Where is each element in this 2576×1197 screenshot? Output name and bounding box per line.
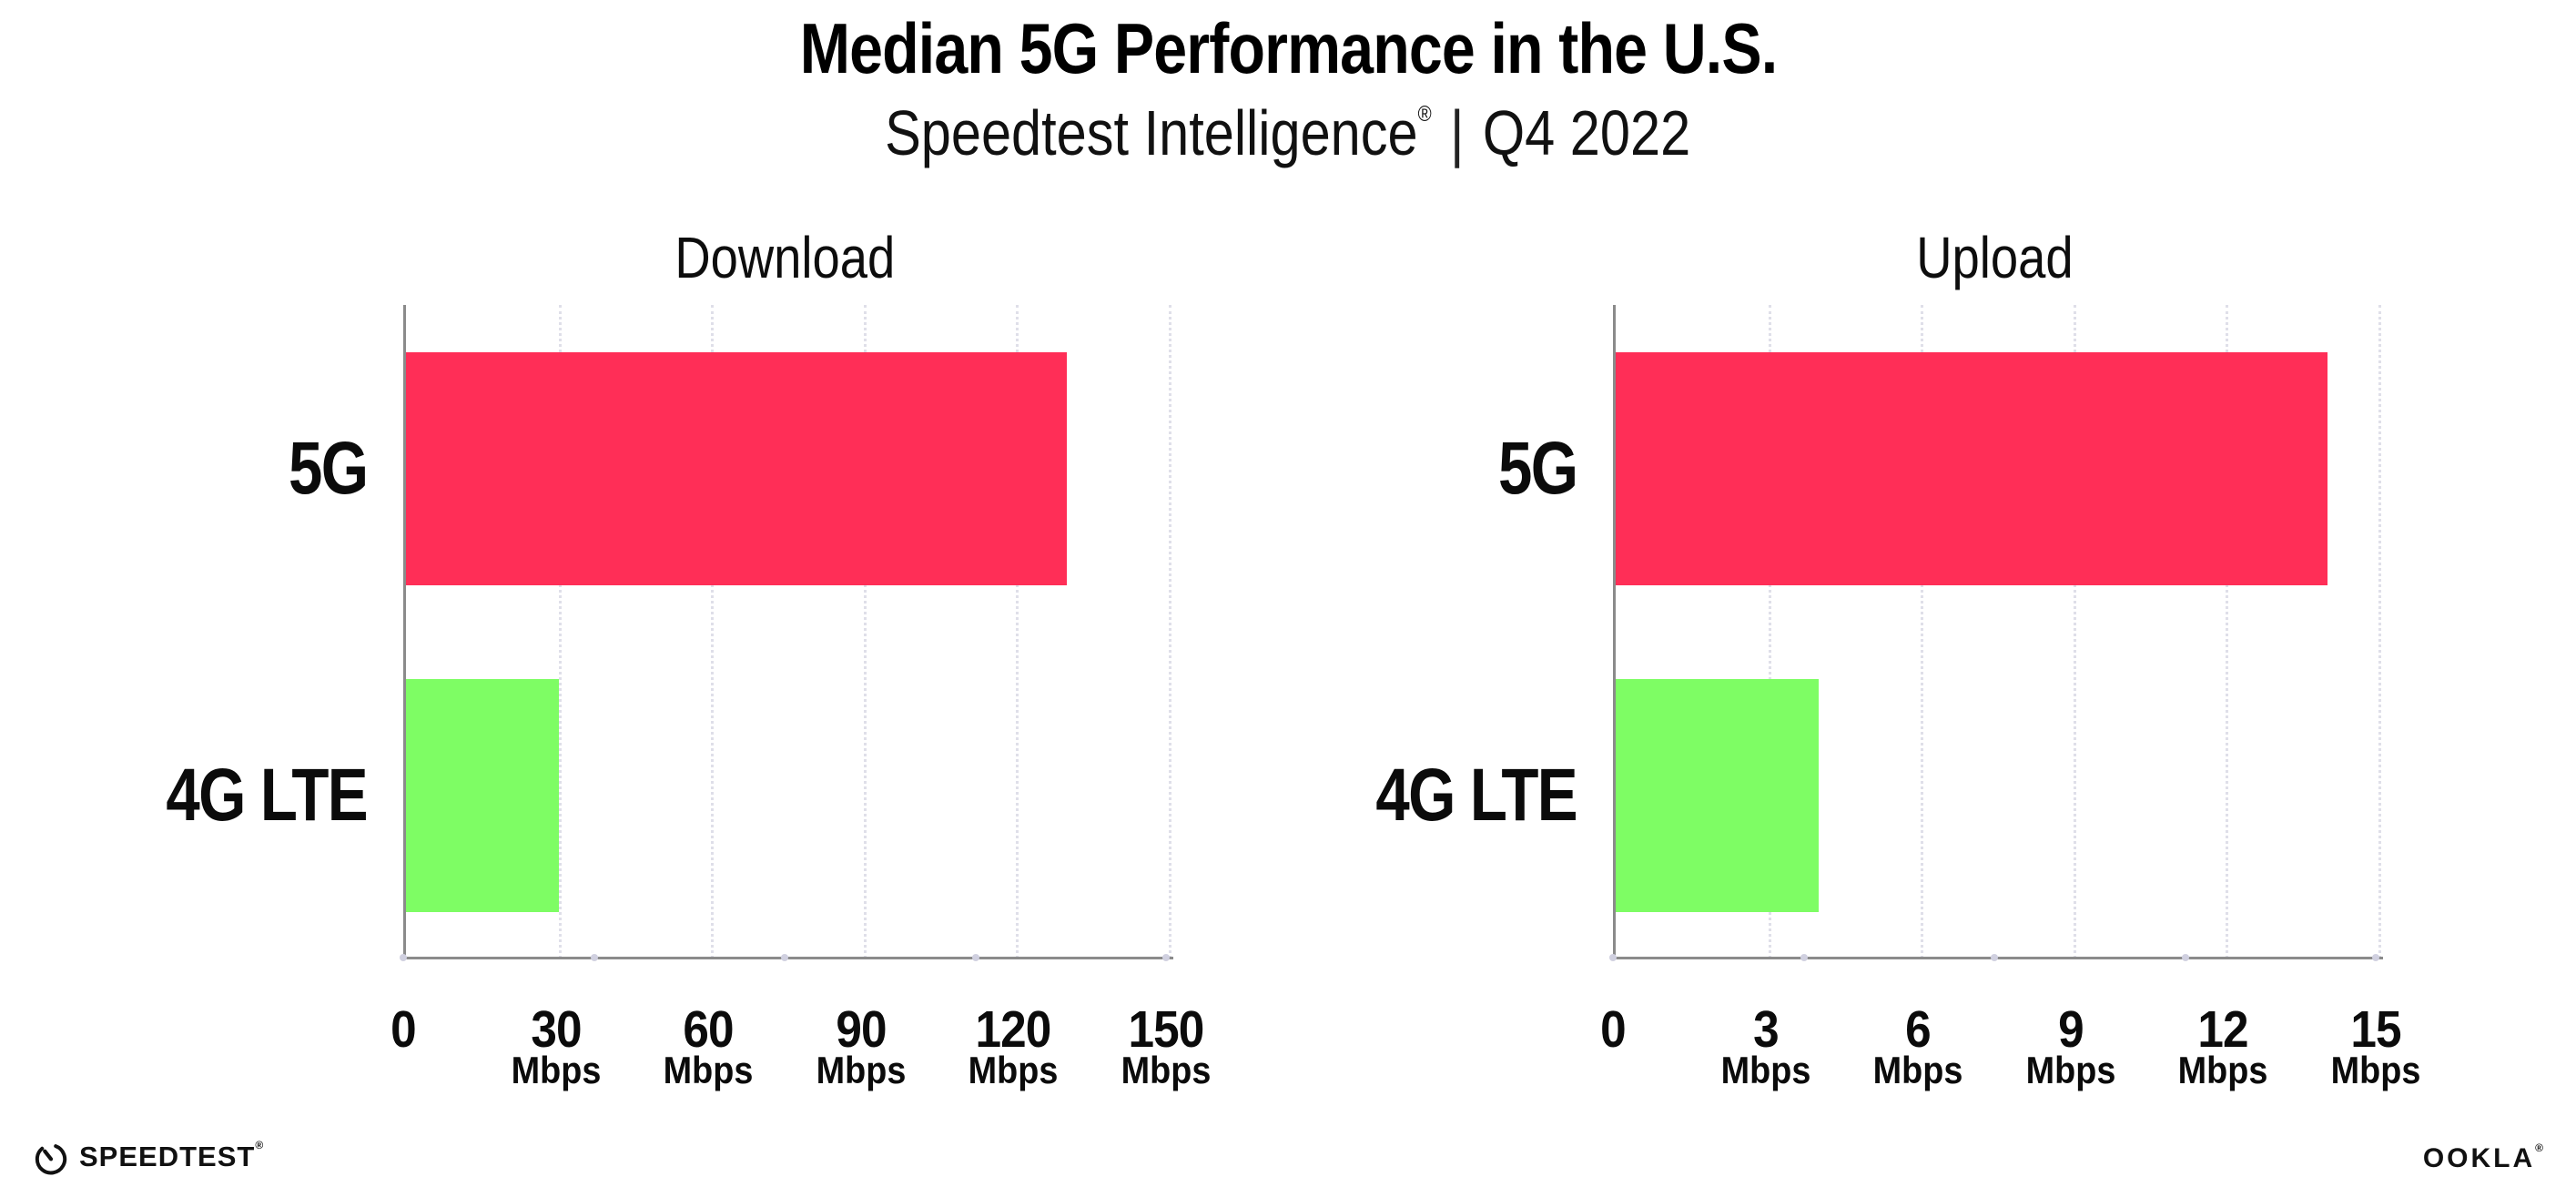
bar-4g-lte-download — [406, 678, 559, 912]
axis-tick-dot — [1609, 954, 1617, 961]
tick-label-60-download: 60 — [683, 1000, 735, 1059]
tick-label-0-upload: 0 — [1600, 1000, 1627, 1059]
axis-tick-dot — [2372, 954, 2379, 961]
subtitle-period: Q4 2022 — [1483, 97, 1691, 168]
speedtest-wordmark: SPEEDTEST® — [79, 1139, 265, 1172]
axis-tick-dot — [400, 954, 407, 961]
tick-unit-label-3-upload: Mbps — [1720, 1049, 1810, 1091]
x-axis-line-download — [403, 957, 1173, 959]
tick-label-9-upload: 9 — [2057, 1000, 2084, 1059]
x-axis-line-upload — [1613, 957, 2383, 959]
registered-mark: ® — [1417, 102, 1432, 127]
category-label-4g-lte-upload: 4G LTE — [1375, 753, 1577, 837]
tick-label-12-upload: 12 — [2197, 1000, 2249, 1059]
gridline-12-mbps — [2226, 305, 2229, 959]
tick-label-120-download: 120 — [975, 1000, 1052, 1059]
axis-tick-dot — [590, 954, 598, 961]
category-label-5g-upload: 5G — [1497, 426, 1578, 510]
tick-unit-label-30-download: Mbps — [511, 1049, 601, 1091]
gridline-30-mbps — [558, 305, 562, 959]
chart-title-upload: Upload — [1915, 225, 2074, 290]
page-title: Median 5G Performance in the U.S. — [799, 8, 1777, 88]
bar-5g-upload — [1616, 351, 2328, 585]
category-label-5g-download: 5G — [288, 426, 369, 510]
gridline-60-mbps — [711, 305, 715, 959]
gridline-9-mbps — [2073, 305, 2076, 959]
axis-tick-dot — [1162, 954, 1170, 961]
tick-label-90-download: 90 — [836, 1000, 887, 1059]
tick-label-150-download: 150 — [1128, 1000, 1205, 1059]
speedtest-logo: SPEEDTEST® — [32, 1138, 264, 1176]
gridline-6-mbps — [1921, 305, 1924, 959]
axis-tick-dot — [2181, 954, 2189, 961]
gridline-90-mbps — [863, 305, 867, 959]
subtitle-separator: | — [1450, 97, 1465, 168]
page-subtitle: Speedtest Intelligence® | Q4 2022 — [0, 96, 2576, 169]
tick-unit-label-9-upload: Mbps — [2025, 1049, 2116, 1091]
tick-unit-label-12-upload: Mbps — [2178, 1049, 2268, 1091]
subtitle-brand: Speedtest Intelligence — [885, 97, 1418, 168]
tick-unit-label-6-upload: Mbps — [1872, 1049, 1963, 1091]
bar-4g-lte-upload — [1616, 678, 1820, 912]
plot-area-download — [403, 305, 1171, 959]
chart-title-download: Download — [674, 225, 895, 290]
axis-tick-dot — [971, 954, 979, 961]
tick-unit-label-120-download: Mbps — [969, 1049, 1059, 1091]
category-label-4g-lte-download: 4G LTE — [166, 753, 368, 837]
ookla-wordmark: OOKLA — [2422, 1143, 2536, 1173]
tick-label-6-upload: 6 — [1905, 1000, 1932, 1059]
tick-label-15-upload: 15 — [2350, 1000, 2401, 1059]
tick-label-0-download: 0 — [390, 1000, 417, 1059]
axis-tick-dot — [1991, 954, 1998, 961]
bar-5g-download — [406, 351, 1068, 585]
gridline-150-mbps — [1169, 305, 1171, 959]
tick-label-30-download: 30 — [530, 1000, 582, 1059]
tick-unit-label-150-download: Mbps — [1121, 1049, 1212, 1091]
tick-label-3-upload: 3 — [1752, 1000, 1780, 1059]
speedtest-gauge-icon — [35, 1144, 67, 1175]
plot-area-upload — [1613, 305, 2381, 959]
gridline-15-mbps — [2378, 305, 2381, 959]
gridline-120-mbps — [1016, 305, 1019, 959]
axis-tick-dot — [1800, 954, 1808, 961]
gridline-3-mbps — [1768, 305, 1771, 959]
speedtest-registered-mark: ® — [255, 1139, 265, 1151]
ookla-registered-mark: ® — [2535, 1141, 2546, 1154]
tick-unit-label-90-download: Mbps — [816, 1049, 907, 1091]
tick-unit-label-60-download: Mbps — [663, 1049, 754, 1091]
axis-tick-dot — [781, 954, 788, 961]
tick-unit-label-15-upload: Mbps — [2330, 1049, 2421, 1091]
ookla-logo: OOKLA® — [2422, 1141, 2546, 1174]
